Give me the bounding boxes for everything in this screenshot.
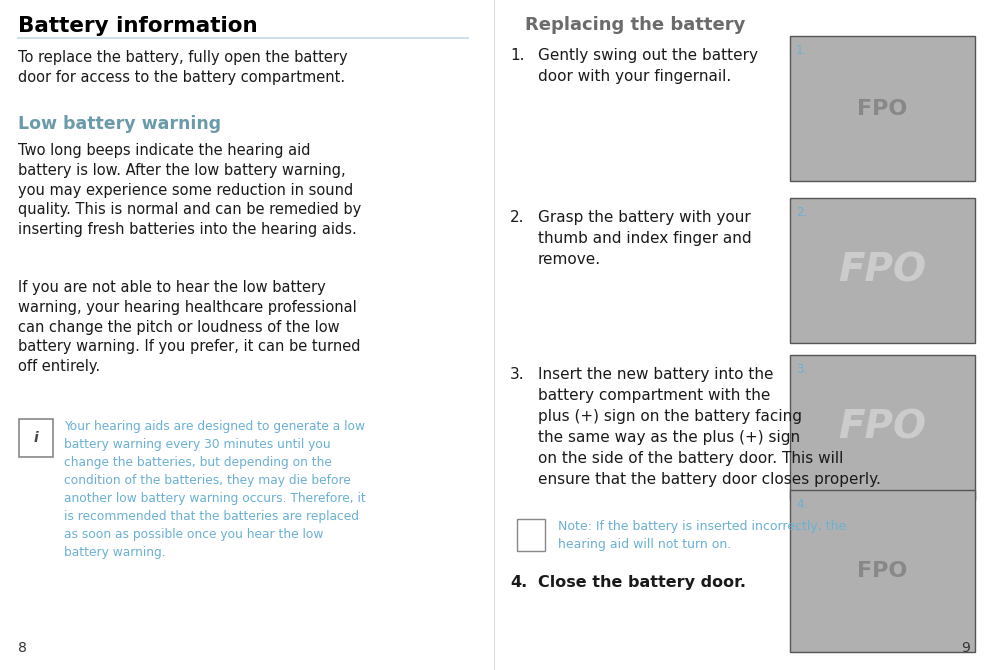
FancyBboxPatch shape [517, 519, 545, 551]
Text: i: i [34, 431, 39, 445]
Text: 4.: 4. [510, 575, 528, 590]
Bar [790, 36, 975, 181]
Text: 3.: 3. [796, 363, 807, 376]
Text: FPO: FPO [839, 409, 927, 446]
Text: Close the battery door.: Close the battery door. [538, 575, 746, 590]
Text: Battery information: Battery information [18, 16, 258, 36]
Text: i: i [529, 529, 533, 541]
Text: If you are not able to hear the low battery
warning, your hearing healthcare pro: If you are not able to hear the low batt… [18, 280, 361, 375]
Text: 8: 8 [18, 641, 27, 655]
Text: 3.: 3. [510, 367, 525, 382]
Text: To replace the battery, fully open the battery
door for access to the battery co: To replace the battery, fully open the b… [18, 50, 348, 85]
Text: Low battery warning: Low battery warning [18, 115, 221, 133]
Text: Replacing the battery: Replacing the battery [525, 16, 745, 34]
Bar [790, 198, 975, 343]
Text: FPO: FPO [858, 561, 908, 581]
Text: 2.: 2. [796, 206, 807, 219]
Text: 1.: 1. [510, 48, 525, 63]
Text: 4.: 4. [796, 498, 807, 511]
Text: Two long beeps indicate the hearing aid
battery is low. After the low battery wa: Two long beeps indicate the hearing aid … [18, 143, 362, 237]
Text: Insert the new battery into the
battery compartment with the
plus (+) sign on th: Insert the new battery into the battery … [538, 367, 881, 487]
Text: FPO: FPO [858, 98, 908, 119]
Bar [790, 355, 975, 500]
Bar [790, 490, 975, 652]
Text: Your hearing aids are designed to generate a low
battery warning every 30 minute: Your hearing aids are designed to genera… [64, 420, 366, 559]
Text: 2.: 2. [510, 210, 525, 225]
FancyBboxPatch shape [19, 419, 53, 457]
Text: 9: 9 [961, 641, 970, 655]
Text: Gently swing out the battery
door with your fingernail.: Gently swing out the battery door with y… [538, 48, 758, 84]
Text: Grasp the battery with your
thumb and index finger and
remove.: Grasp the battery with your thumb and in… [538, 210, 752, 267]
Text: Note: If the battery is inserted incorrectly, the
hearing aid will not turn on.: Note: If the battery is inserted incorre… [558, 520, 847, 551]
Text: 1.: 1. [796, 44, 807, 57]
Text: FPO: FPO [839, 251, 927, 289]
